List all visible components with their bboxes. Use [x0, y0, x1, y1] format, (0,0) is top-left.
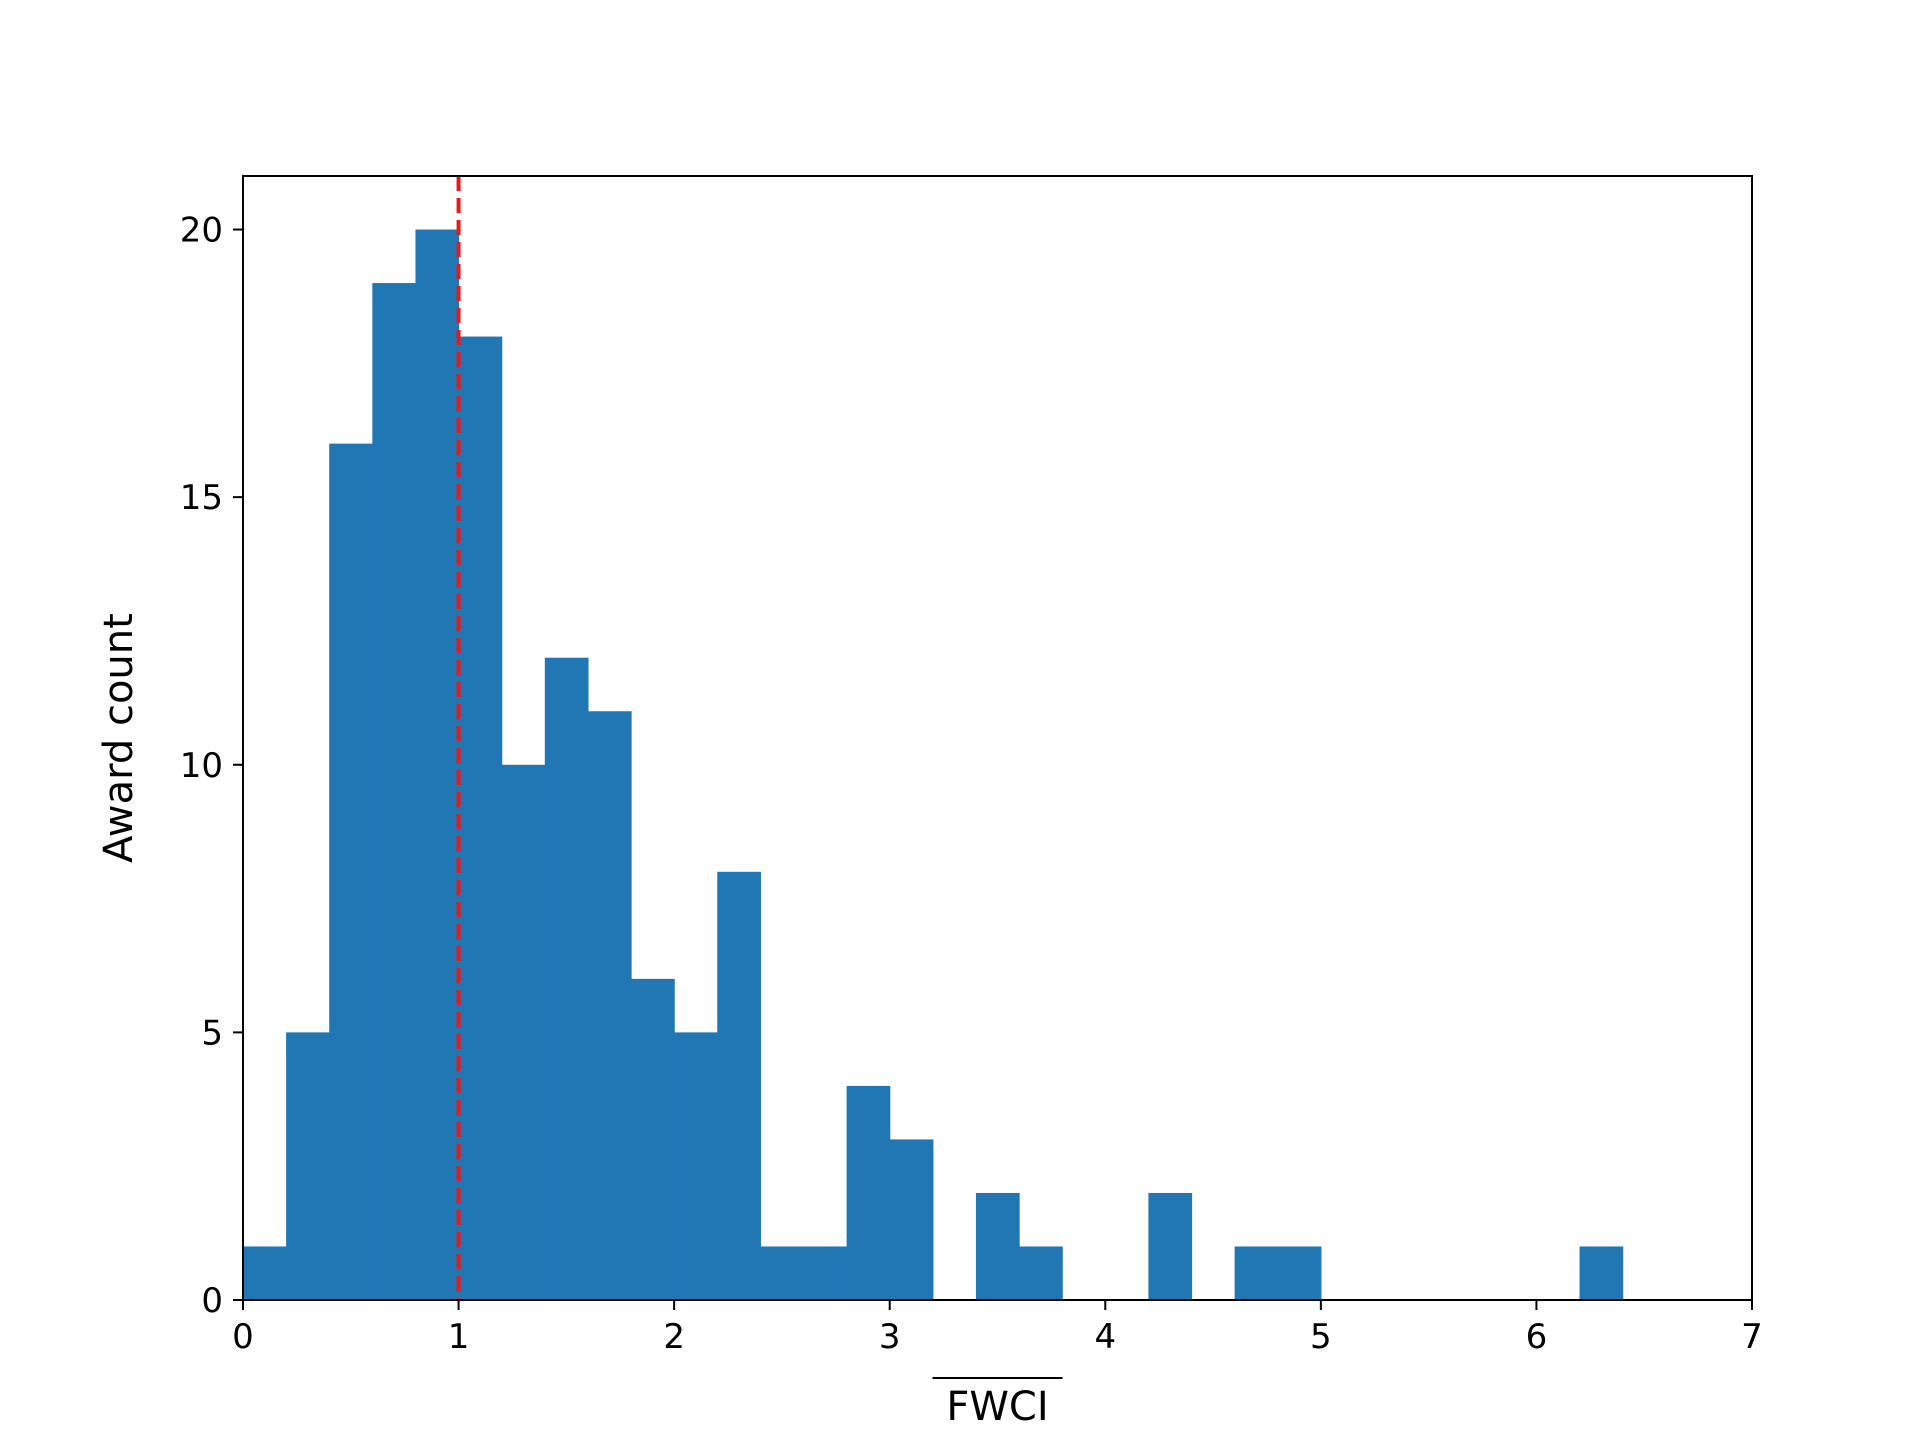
- histogram-bar-1: [286, 1032, 330, 1300]
- histogram-bar-18: [1019, 1246, 1063, 1300]
- x-tick-label: 7: [1741, 1317, 1763, 1357]
- y-tick-label: 0: [201, 1281, 223, 1321]
- histogram-bar-15: [889, 1139, 934, 1300]
- x-axis-title: FWCI: [946, 1384, 1048, 1430]
- y-tick-label: 10: [180, 746, 223, 786]
- x-tick-label: 1: [448, 1317, 470, 1357]
- x-tick-label: 5: [1310, 1317, 1332, 1357]
- histogram-bar-21: [1148, 1192, 1193, 1300]
- histogram-bar-9: [631, 978, 675, 1300]
- x-tick-label: 3: [879, 1317, 901, 1357]
- histogram-bar-12: [760, 1246, 805, 1300]
- x-tick-label: 0: [232, 1317, 254, 1357]
- x-tick-label: 6: [1526, 1317, 1548, 1357]
- histogram-bar-23: [1234, 1246, 1279, 1300]
- histogram-bar-5: [458, 336, 503, 1301]
- y-tick-label: 20: [180, 211, 223, 251]
- plot-frame: [242, 175, 1753, 1301]
- y-axis-ticks: 0 5 10 15 20: [180, 211, 243, 1321]
- histogram-bar-13: [803, 1246, 848, 1300]
- histogram-bar-7: [544, 657, 589, 1300]
- histogram-bar-11: [717, 871, 761, 1300]
- histogram-bar-4: [415, 229, 460, 1300]
- histogram-bar-8: [587, 711, 632, 1300]
- histogram-bar-31: [1579, 1246, 1624, 1300]
- y-tick-label: 5: [201, 1013, 223, 1053]
- x-tick-label: 4: [1094, 1317, 1116, 1357]
- histogram-bar-10: [674, 1032, 718, 1300]
- bars-layer: [243, 229, 1624, 1301]
- x-axis-ticks: 0 1 2 3 4 5 6 7: [232, 1300, 1763, 1357]
- histogram-bar-6: [501, 764, 546, 1300]
- y-tick-label: 15: [180, 478, 223, 518]
- histogram-bar-3: [372, 283, 417, 1300]
- y-axis-title: Award count: [96, 613, 142, 863]
- histogram-bar-24: [1277, 1246, 1322, 1300]
- x-tick-label: 2: [663, 1317, 685, 1357]
- histogram-bar-14: [846, 1085, 891, 1300]
- histogram-bar-2: [329, 443, 373, 1301]
- histogram-bar-0: [243, 1246, 287, 1300]
- histogram-bar-17: [975, 1192, 1020, 1300]
